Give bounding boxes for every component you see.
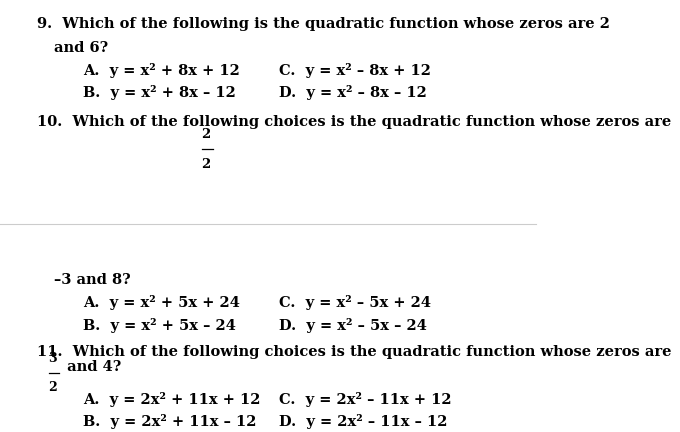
Text: D.  y = x² – 5x – 24: D. y = x² – 5x – 24 xyxy=(279,318,426,333)
Text: B.  y = x² + 5x – 24: B. y = x² + 5x – 24 xyxy=(83,318,236,333)
Text: and 4?: and 4? xyxy=(62,360,121,374)
Text: 11.  Which of the following choices is the quadratic function whose zeros are: 11. Which of the following choices is th… xyxy=(37,345,672,359)
Text: D.  y = x² – 8x – 12: D. y = x² – 8x – 12 xyxy=(279,86,426,100)
Text: D.  y = 2x² – 11x – 12: D. y = 2x² – 11x – 12 xyxy=(279,414,447,429)
Text: C.  y = 2x² – 11x + 12: C. y = 2x² – 11x + 12 xyxy=(279,392,451,407)
Text: and 6?: and 6? xyxy=(54,41,107,54)
Text: 10.  Which of the following choices is the quadratic function whose zeros are: 10. Which of the following choices is th… xyxy=(37,115,672,129)
Text: C.  y = x² – 8x + 12: C. y = x² – 8x + 12 xyxy=(279,63,430,78)
Text: A.  y = x² + 8x + 12: A. y = x² + 8x + 12 xyxy=(83,63,240,78)
Text: 2: 2 xyxy=(201,158,211,171)
Text: A.  y = x² + 5x + 24: A. y = x² + 5x + 24 xyxy=(83,295,240,311)
Text: –3 and 8?: –3 and 8? xyxy=(54,273,130,287)
Text: B.  y = x² + 8x – 12: B. y = x² + 8x – 12 xyxy=(83,86,236,100)
Text: A.  y = 2x² + 11x + 12: A. y = 2x² + 11x + 12 xyxy=(83,392,260,407)
Text: 3: 3 xyxy=(48,352,57,365)
Text: C.  y = x² – 5x + 24: C. y = x² – 5x + 24 xyxy=(279,295,430,311)
Text: 2: 2 xyxy=(48,381,57,394)
Text: 2: 2 xyxy=(201,128,211,141)
Text: B.  y = 2x² + 11x – 12: B. y = 2x² + 11x – 12 xyxy=(83,414,256,429)
Text: 9.  Which of the following is the quadratic function whose zeros are 2: 9. Which of the following is the quadrat… xyxy=(37,17,611,31)
